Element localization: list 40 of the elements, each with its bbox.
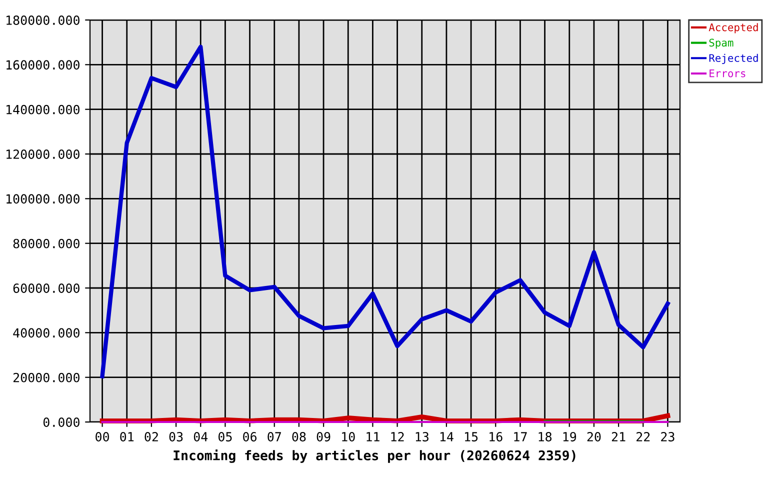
x-tick-label: 17 [514, 432, 527, 442]
x-tick-label: 21 [612, 432, 626, 442]
x-tick-label: 08 [292, 432, 306, 442]
line-series [100, 44, 670, 378]
y-tick-label: 80000.000 [13, 238, 80, 248]
x-tick-label: 14 [440, 432, 454, 442]
y-tick-label: 100000.000 [6, 194, 80, 204]
x-tick-label: 16 [490, 432, 502, 442]
x-tick-label: 19 [563, 432, 576, 442]
x-tick-label: 03 [169, 432, 183, 442]
x-tick-label: 15 [465, 432, 478, 442]
legend-label: Errors [710, 70, 746, 78]
y-tick-label: 120000.000 [6, 150, 80, 159]
x-tick-label: 04 [194, 432, 208, 442]
x-tick-label: 20 [587, 432, 601, 442]
legend-label: Spam [709, 38, 734, 49]
y-tick-label: 60000.000 [13, 284, 80, 293]
x-tick-label: 01 [120, 432, 134, 442]
x-tick-label: 18 [538, 432, 552, 442]
y-tick-label: 40000.000 [13, 328, 80, 338]
y-tick-label: 140000.000 [6, 104, 80, 114]
x-tick-label: 06 [243, 432, 257, 442]
y-tick-label: 0.000 [43, 418, 80, 427]
x-tick-label: 09 [316, 432, 330, 442]
x-tick-label: 11 [366, 432, 380, 442]
y-tick-label: 180000.000 [6, 16, 80, 25]
y-tick-label: 20000.000 [13, 372, 80, 382]
x-tick-label: 05 [218, 432, 232, 442]
x-tick-label: 07 [268, 432, 281, 442]
x-tick-label: 00 [96, 432, 110, 442]
x-tick-label: 12 [391, 432, 404, 442]
legend-label: Rejected [709, 54, 758, 64]
x-tick-label: 02 [144, 432, 158, 442]
y-tick-label: 160000.000 [6, 60, 80, 70]
x-tick-label: 22 [636, 432, 650, 442]
x-tick-label: 23 [661, 432, 674, 442]
x-tick-label: 10 [342, 432, 355, 442]
legend-label: Accepted [708, 23, 758, 34]
x-tick-label: 13 [416, 432, 428, 442]
x-axis-title: Incoming feeds by articles per hour (20260624 2359) [174, 449, 576, 463]
